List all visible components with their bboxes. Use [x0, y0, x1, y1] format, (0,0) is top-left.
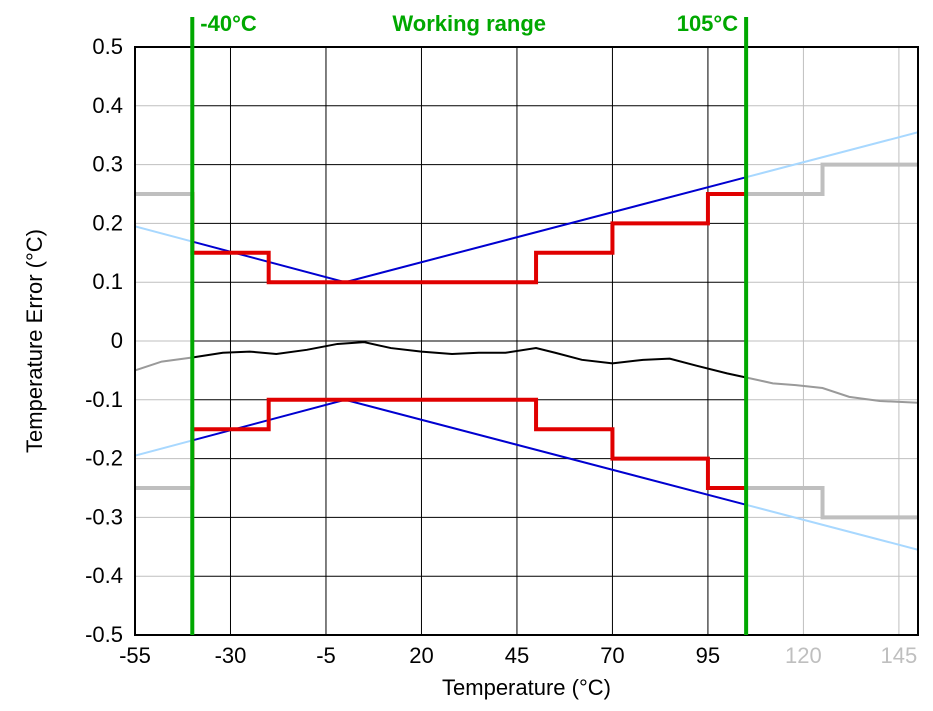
y-tick-label: -0.4 [85, 563, 123, 588]
y-axis-label: Temperature Error (°C) [22, 229, 47, 453]
y-tick-label: -0.2 [85, 446, 123, 471]
x-axis-label: Temperature (°C) [442, 675, 611, 700]
y-tick-label: 0 [111, 328, 123, 353]
chart-svg: -40°C 105°C Working range -55 -30 -5 20 45 70 95 1… [0, 0, 933, 711]
x-tick-label: 95 [696, 643, 720, 668]
working-range-min-label: -40°C [200, 11, 257, 36]
x-tick-label: -30 [215, 643, 247, 668]
y-tick-label: 0.4 [92, 93, 123, 118]
y-tick-label: 0.3 [92, 152, 123, 177]
x-tick-label: 45 [505, 643, 529, 668]
y-tick-label: -0.3 [85, 504, 123, 529]
x-tick-label: -5 [316, 643, 336, 668]
y-tick-label: 0.5 [92, 34, 123, 59]
working-range-title: Working range [392, 11, 546, 36]
x-tick-label: -55 [119, 643, 151, 668]
y-tick-label: -0.5 [85, 622, 123, 647]
working-range-max-label: 105°C [677, 11, 739, 36]
temperature-error-chart: -40°C 105°C Working range -55 -30 -5 20 45 70 95 1… [0, 0, 933, 711]
x-tick-label: 120 [785, 643, 822, 668]
y-tick-label: -0.1 [85, 387, 123, 412]
x-tick-label: 70 [600, 643, 624, 668]
x-tick-label: 20 [409, 643, 433, 668]
y-tick-label: 0.1 [92, 269, 123, 294]
y-tick-label: 0.2 [92, 210, 123, 235]
x-tick-label: 145 [881, 643, 918, 668]
